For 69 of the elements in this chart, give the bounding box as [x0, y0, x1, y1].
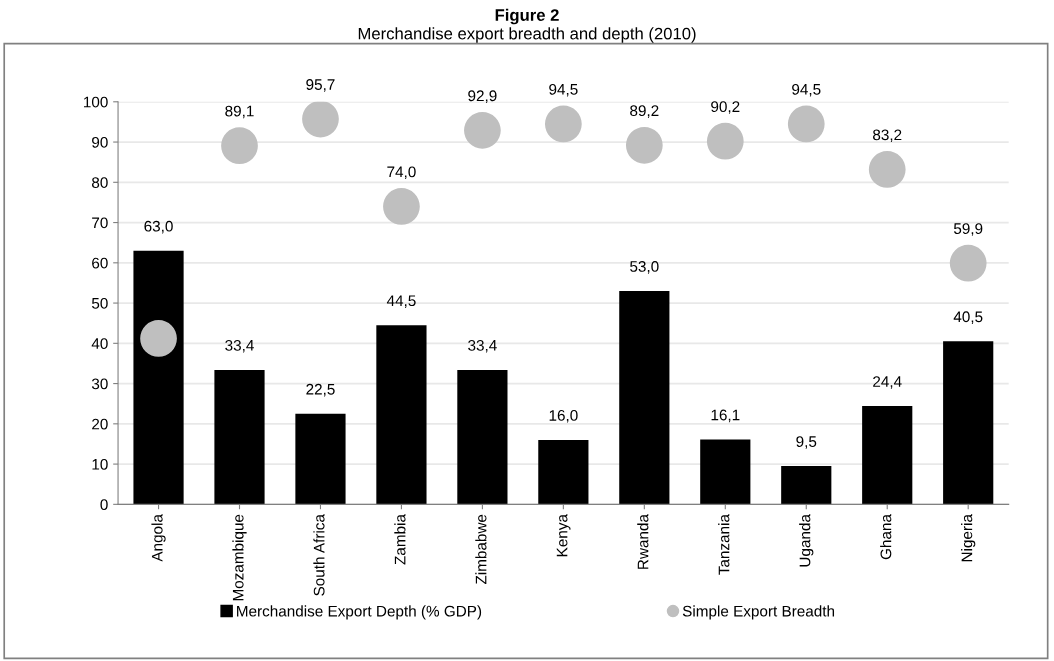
- bar: [862, 406, 913, 505]
- legend-label: Simple Export Breadth: [682, 605, 835, 620]
- x-tick-label: Nigeria: [961, 514, 976, 562]
- data-label: 40,5: [953, 311, 983, 324]
- bar: [376, 325, 427, 505]
- data-label: 16,0: [549, 409, 578, 423]
- y-tick-label: 80: [92, 177, 108, 188]
- y-tick-label: 20: [92, 418, 108, 430]
- point: [787, 105, 825, 143]
- y-tick-label: 10: [92, 458, 108, 470]
- x-tick-label: Uganda: [799, 514, 814, 567]
- x-tick-label: Angola: [151, 514, 166, 562]
- data-label: 92,9: [468, 90, 497, 103]
- data-label: 33,4: [225, 339, 254, 353]
- bar: [943, 341, 994, 505]
- chart-subtitle: Merchandise export breadth and depth (2010): [358, 27, 696, 43]
- chart-title: Figure 2: [495, 8, 559, 25]
- data-label: 89,1: [225, 105, 254, 119]
- data-label: 9,5: [796, 436, 817, 449]
- y-tick-label: 50: [91, 297, 108, 309]
- data-label: 53,0: [630, 261, 659, 274]
- x-tick-label: Zambia: [394, 514, 406, 565]
- data-label: 59,9: [953, 223, 983, 236]
- point: [221, 127, 258, 165]
- bar: [457, 369, 508, 505]
- point: [625, 126, 663, 164]
- bar: [538, 439, 589, 505]
- x-tick-label: Tanzania: [718, 514, 730, 575]
- data-label: 63,0: [144, 220, 173, 234]
- y-tick-label: 100: [84, 96, 108, 108]
- bar: [619, 290, 670, 505]
- y-tick-label: 60: [92, 257, 108, 269]
- bar: [214, 369, 265, 505]
- data-label: 89,2: [630, 105, 659, 118]
- data-label: 16,1: [711, 409, 740, 423]
- x-tick-label: Ghana: [880, 514, 892, 560]
- bar: [781, 466, 832, 505]
- x-tick-label: Zimbabwe: [475, 514, 487, 585]
- point: [868, 151, 906, 188]
- data-label: 95,7: [306, 79, 335, 92]
- data-label: 83,2: [873, 129, 902, 143]
- point: [544, 105, 582, 143]
- y-tick-label: 30: [91, 378, 108, 390]
- point: [140, 320, 177, 357]
- x-tick-label: South Africa: [313, 514, 325, 596]
- data-label: 94,5: [549, 83, 578, 97]
- point: [302, 101, 339, 138]
- y-tick-label: 40: [91, 338, 108, 350]
- data-label: 24,4: [873, 376, 902, 389]
- point: [949, 244, 987, 282]
- x-tick-label: Kenya: [556, 514, 571, 557]
- data-label: 94,5: [792, 83, 821, 97]
- data-label: 22,5: [306, 383, 335, 397]
- bar: [295, 413, 346, 505]
- data-label: 33,4: [468, 339, 497, 353]
- x-tick-label: Rwanda: [637, 514, 649, 569]
- data-label: 44,5: [386, 295, 416, 308]
- point: [464, 112, 501, 149]
- legend-label: Merchandise Export Depth (% GDP): [237, 605, 482, 620]
- data-label: 90,2: [711, 101, 740, 114]
- data-label: 74,0: [387, 166, 416, 180]
- point: [706, 122, 744, 160]
- y-tick-label: 90: [92, 136, 108, 148]
- x-tick-label: Mozambique: [232, 514, 247, 601]
- y-tick-label: 70: [92, 217, 108, 229]
- bar: [700, 439, 751, 505]
- bar: [133, 250, 184, 505]
- point: [383, 188, 420, 225]
- y-tick-label: 0: [100, 499, 108, 511]
